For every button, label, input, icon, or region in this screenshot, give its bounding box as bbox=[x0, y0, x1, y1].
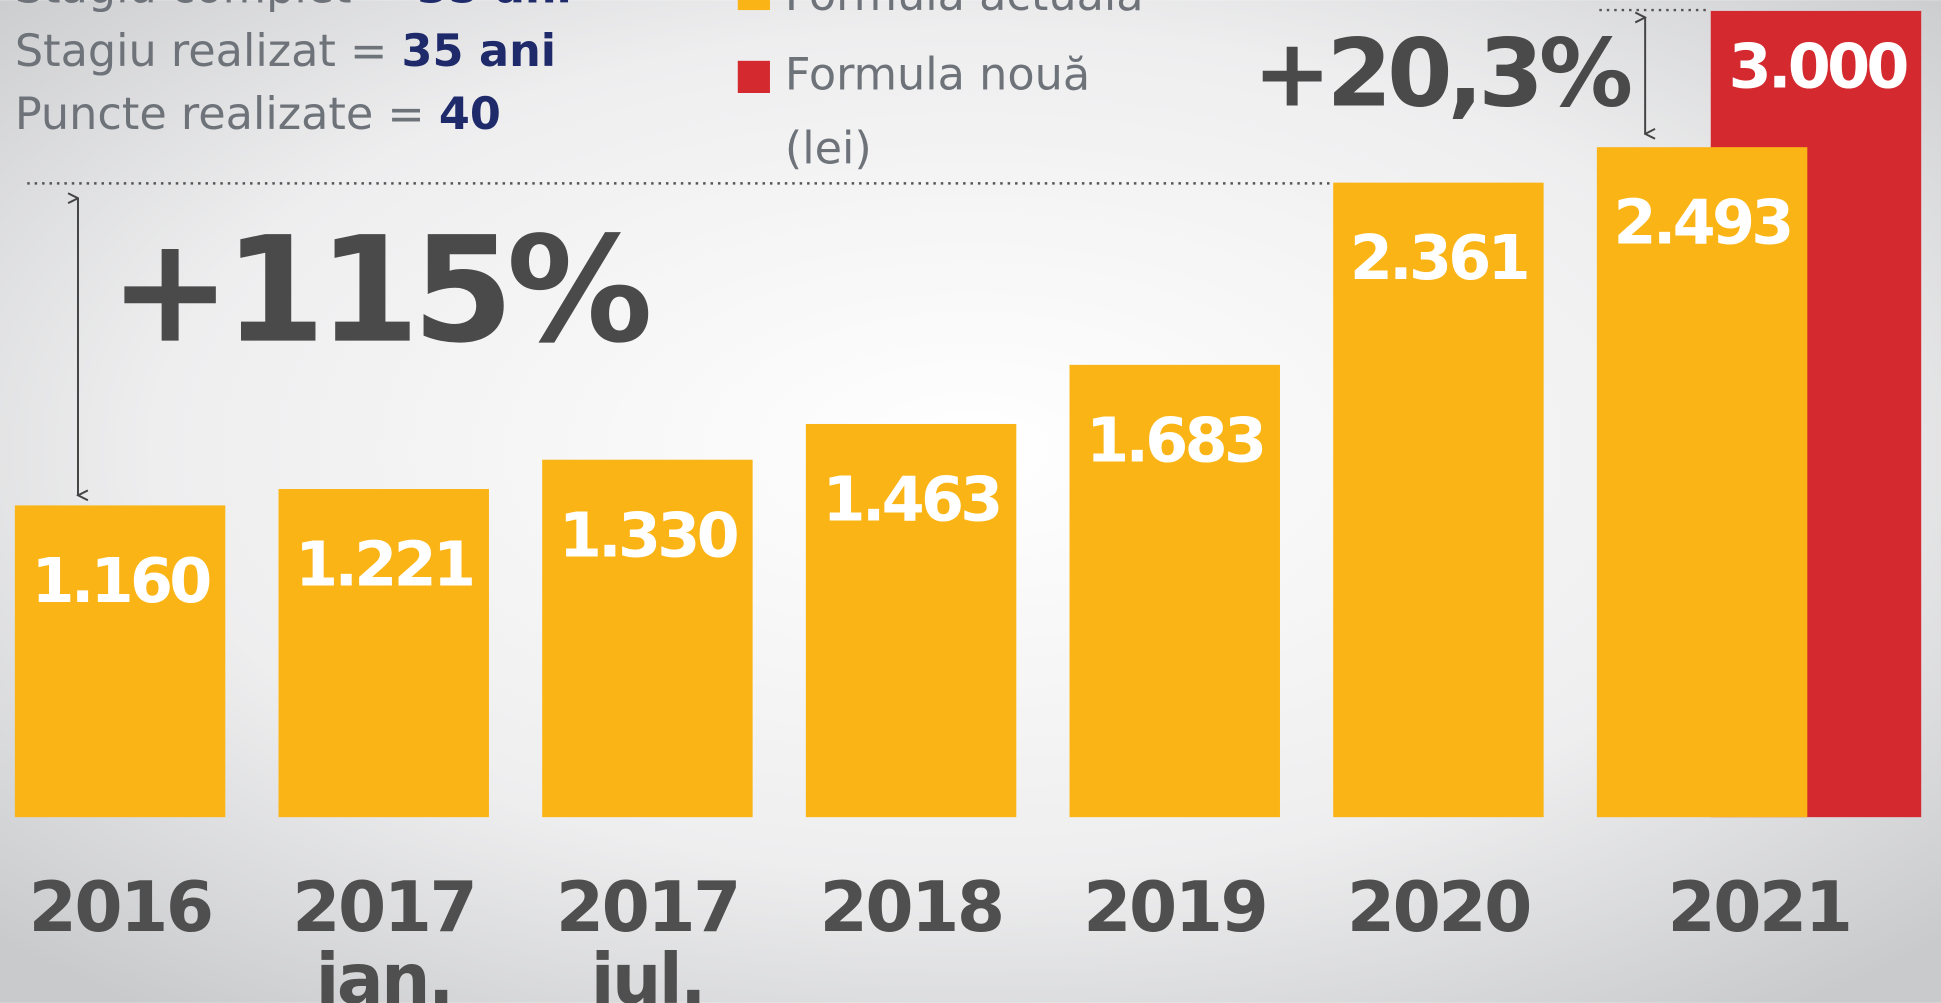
x-tick-label: 2017 ian. bbox=[292, 868, 475, 1003]
annotation: +20,3% bbox=[1253, 19, 1631, 128]
info-line: Puncte realizate = 40 bbox=[15, 88, 501, 140]
bar bbox=[805, 423, 1017, 818]
info-label: Stagiu complet = bbox=[15, 0, 403, 14]
data-label: 1.683 bbox=[1086, 404, 1263, 476]
info-value: 35 ani bbox=[402, 25, 557, 77]
x-tick-label: 2021 bbox=[1668, 868, 1851, 948]
x-tick-label: 2020 bbox=[1347, 868, 1530, 948]
x-tick-label-line: iul. bbox=[591, 940, 704, 1003]
legend-swatch bbox=[737, 60, 770, 93]
data-label: 1.221 bbox=[295, 529, 472, 601]
legend-label: Formula actuală bbox=[785, 0, 1144, 21]
bar bbox=[14, 505, 226, 818]
x-tick-label: 2018 bbox=[820, 868, 1003, 948]
info-label: Stagiu realizat = bbox=[15, 25, 388, 77]
bar bbox=[1069, 364, 1280, 818]
data-label: 1.463 bbox=[823, 464, 1000, 536]
unit-label: (lei) bbox=[785, 123, 872, 175]
data-label: 1.160 bbox=[31, 545, 210, 617]
data-label: 3.000 bbox=[1729, 31, 1908, 103]
info-value: 40 bbox=[439, 88, 501, 140]
bar bbox=[278, 489, 489, 818]
x-tick-label-line: 2017 bbox=[292, 868, 475, 948]
data-label: 1.330 bbox=[559, 499, 738, 571]
info-line: Stagiu complet = 35 ani bbox=[15, 0, 572, 14]
bar bbox=[1333, 182, 1544, 818]
bar bbox=[542, 459, 753, 818]
x-tick-label: 2019 bbox=[1083, 868, 1266, 948]
data-label: 2.361 bbox=[1350, 222, 1527, 294]
legend-label: Formula nouă bbox=[785, 48, 1090, 100]
info-label: Puncte realizate = bbox=[15, 88, 425, 140]
bar bbox=[1596, 147, 1808, 818]
info-line: Stagiu realizat = 35 ani bbox=[15, 25, 556, 77]
x-tick-label: 2017 iul. bbox=[556, 868, 739, 1003]
data-label: 2.493 bbox=[1614, 187, 1791, 259]
x-tick-label: 2016 bbox=[29, 868, 212, 948]
info-value: 35 ani bbox=[417, 0, 572, 14]
annotation: +115% bbox=[109, 206, 649, 376]
x-tick-label-line: 2017 bbox=[556, 868, 739, 948]
x-tick-label-line: ian. bbox=[316, 940, 452, 1003]
legend-swatch bbox=[737, 0, 770, 11]
